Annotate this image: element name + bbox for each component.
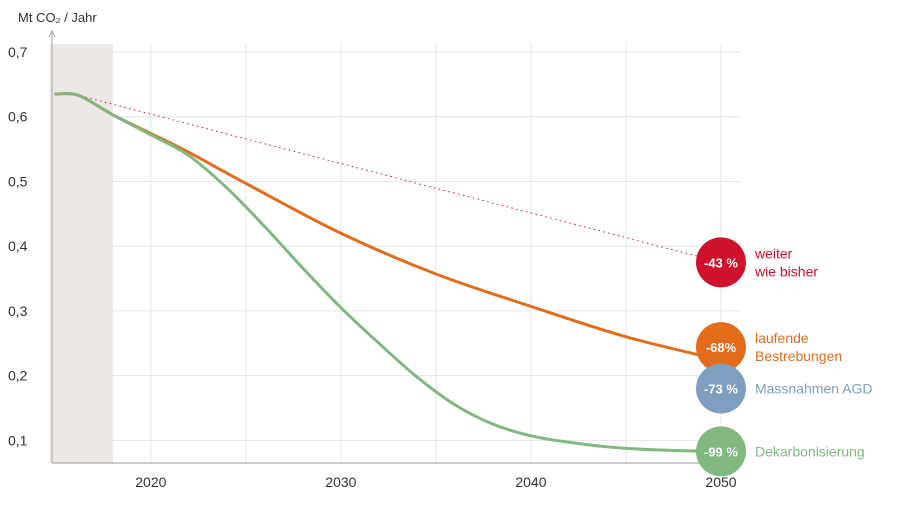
series-label-laufende-bestrebungen: Bestrebungen: [755, 348, 842, 364]
series-lines: [56, 93, 721, 451]
y-tick-label: 0,6: [8, 109, 28, 125]
x-tick-label: 2030: [325, 474, 356, 490]
x-tick-label: 2040: [515, 474, 546, 490]
y-axis-unit-label: Mt CO₂ / Jahr: [18, 10, 97, 25]
y-tick-label: 0,4: [8, 238, 28, 254]
series-line-dekarbonisierung: [56, 93, 721, 451]
series-line-laufende-bestrebungen: [56, 93, 721, 360]
badge-value-massnahmen-agd: -73 %: [704, 382, 738, 397]
series-label-dekarbonisierung: Dekarbonisierung: [755, 443, 865, 459]
end-value-badges: -43 % weiter wie bisher -68% laufende Bestreb…: [696, 237, 873, 476]
historic-period-band: [50, 44, 113, 463]
y-tick-label: 0,7: [8, 44, 28, 60]
series-label-weiter-wie-bisher: wie bisher: [754, 263, 818, 279]
x-tick-labels: 2020 2030 2040 2050: [135, 474, 737, 490]
series-label-massnahmen-agd: Massnahmen AGD: [755, 381, 873, 397]
y-tick-labels: 0,7 0,6 0,5 0,4 0,3 0,2 0,1: [8, 44, 28, 448]
y-tick-label: 0,1: [8, 432, 28, 448]
y-tick-label: 0,2: [8, 368, 28, 384]
x-tick-label: 2050: [705, 474, 736, 490]
series-label-laufende-bestrebungen: laufende: [755, 330, 809, 346]
badge-value-dekarbonisierung: -99 %: [704, 444, 738, 459]
y-tick-label: 0,3: [8, 303, 28, 319]
y-tick-label: 0,5: [8, 173, 28, 189]
gridlines: [113, 44, 740, 463]
x-tick-label: 2020: [135, 474, 166, 490]
series-line-weiter-wie-bisher: [56, 94, 721, 262]
series-label-weiter-wie-bisher: weiter: [754, 245, 793, 261]
badge-value-weiter-wie-bisher: -43 %: [704, 255, 738, 270]
badge-value-laufende-bestrebungen: -68%: [706, 340, 737, 355]
